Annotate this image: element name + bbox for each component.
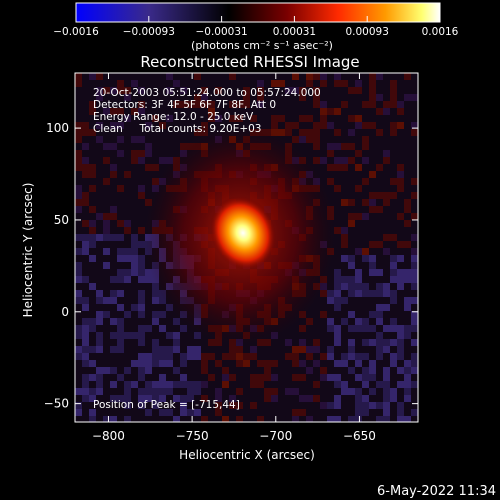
y-axis-label: Heliocentric Y (arcsec) [21, 183, 35, 318]
heatmap-image [75, 73, 418, 422]
emission-peak [209, 196, 277, 270]
annotation-energy: Energy Range: 12.0 - 25.0 keV [93, 111, 254, 123]
x-tick-label: −800 [92, 429, 125, 443]
colorbar-tick-label: −0.00093 [123, 26, 175, 38]
annotation-time: 20-Oct-2003 05:51:24.000 to 05:57:24.000 [93, 87, 321, 99]
x-tick-label: −700 [259, 429, 292, 443]
y-tick-label: 50 [54, 213, 69, 227]
colorbar-unit-label: (photons cm⁻² s⁻¹ asec⁻²) [191, 39, 333, 52]
y-tick-label: 100 [46, 121, 69, 135]
colorbar-tick-label: −0.0016 [53, 26, 99, 38]
x-tick-label: −650 [343, 429, 376, 443]
colorbar-tick-label: 0.0016 [422, 26, 459, 38]
colorbar [75, 2, 441, 23]
axis-ticks: −800 −750 −700 −650 −50 0 50 100 [44, 73, 418, 443]
colorbar-ticks: −0.0016 −0.00093 −0.00031 0.00031 0.00093 0.0… [53, 16, 459, 38]
colorbar-tick-label: 0.00031 [273, 26, 316, 38]
colorbar-tick-label: −0.00031 [195, 26, 247, 38]
plot-frame [74, 72, 419, 423]
annotation-clean: Clean Total counts: 9.20E+03 [93, 123, 262, 135]
y-tick-label: 0 [61, 305, 69, 319]
x-tick-label: −750 [176, 429, 209, 443]
y-tick-label: −50 [44, 397, 69, 411]
annotation-detectors: Detectors: 3F 4F 5F 6F 7F 8F, Att 0 [93, 99, 276, 111]
x-axis-label: Heliocentric X (arcsec) [179, 448, 315, 462]
annotation-peak-position: Position of Peak = [-715,44] [93, 399, 240, 411]
colorbar-tick-label: 0.00093 [345, 26, 388, 38]
chart-title: Reconstructed RHESSI Image [140, 53, 359, 71]
footer-timestamp: 6-May-2022 11:34 [377, 484, 496, 499]
